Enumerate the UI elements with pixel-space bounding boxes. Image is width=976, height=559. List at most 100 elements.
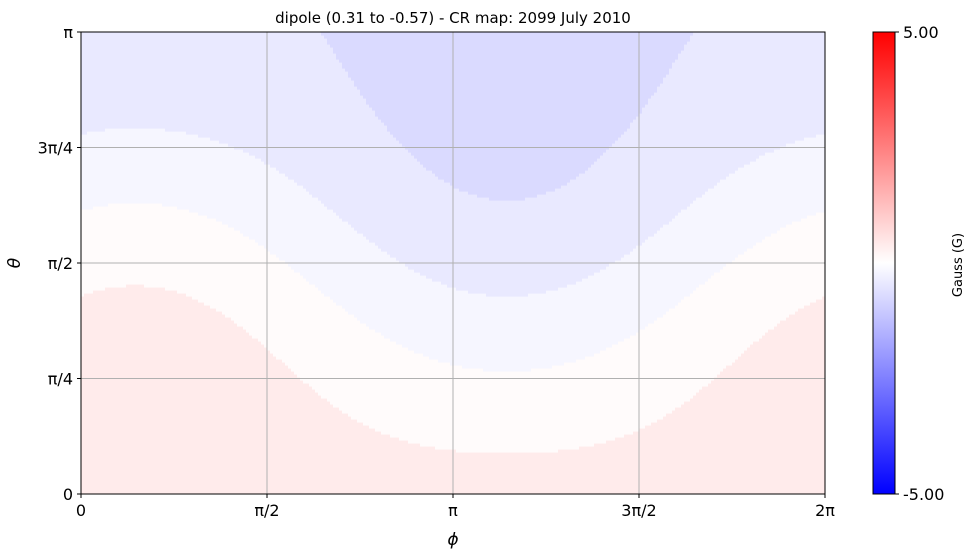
contour-band-cell — [804, 305, 808, 494]
contour-band-cell — [669, 32, 673, 69]
contour-band-cell — [405, 266, 409, 348]
contour-band-cell — [330, 209, 334, 300]
contour-band-cell — [798, 32, 802, 141]
contour-band-cell — [399, 263, 403, 345]
contour-band-cell — [225, 224, 229, 318]
contour-band-cell — [606, 347, 610, 441]
contour-band-cell — [738, 356, 742, 494]
contour-band-cell — [597, 32, 601, 159]
contour-band-cell — [714, 272, 718, 378]
contour-band-cell — [345, 413, 349, 494]
contour-band-cell — [585, 170, 589, 279]
contour-band-cell — [141, 284, 145, 494]
contour-band-cell — [360, 233, 364, 324]
contour-band-cell — [528, 197, 532, 294]
contour-band-cell — [231, 32, 235, 147]
contour-band-cell — [645, 104, 649, 240]
contour-band-cell — [528, 371, 532, 453]
contour-band-cell — [534, 452, 538, 494]
contour-band-cell — [561, 287, 565, 366]
contour-band-cell — [471, 194, 475, 294]
contour-band-cell — [234, 149, 238, 231]
contour-band-cell — [276, 257, 280, 360]
contour-band-cell — [540, 368, 544, 453]
contour-band-cell — [285, 176, 289, 264]
contour-band-cell — [576, 281, 580, 360]
contour-band-cell — [486, 452, 490, 494]
contour-band-cell — [495, 32, 499, 201]
contour-band-cell — [231, 320, 235, 494]
contour-band-cell — [690, 32, 694, 36]
contour-band-cell — [690, 35, 694, 204]
contour-band-cell — [390, 32, 394, 135]
contour-band-cell — [447, 449, 451, 494]
contour-band-cell — [735, 257, 739, 360]
contour-band-cell — [579, 359, 583, 447]
contour-band-cell — [654, 233, 658, 321]
contour-band-cell — [672, 62, 676, 219]
contour-band-cell — [804, 32, 808, 138]
contour-band-cell — [192, 134, 196, 213]
contour-band-cell — [336, 59, 340, 216]
contour-band-cell — [333, 53, 337, 213]
contour-band-cell — [756, 341, 760, 494]
contour-band-cell — [483, 32, 487, 198]
contour-band-cell — [237, 32, 241, 150]
contour-band-cell — [432, 446, 436, 494]
contour-band-cell — [123, 128, 127, 204]
contour-band-cell — [684, 44, 688, 210]
contour-band-cell — [168, 131, 172, 207]
contour-band-cell — [285, 365, 289, 494]
contour-band-cell — [777, 32, 781, 150]
contour-band-cell — [438, 179, 442, 282]
contour-band-cell — [648, 32, 652, 99]
contour-band-cell — [366, 425, 370, 494]
contour-band-cell — [819, 32, 823, 135]
contour-band-cell — [690, 203, 694, 294]
contour-band-cell — [645, 32, 649, 105]
contour-band-cell — [354, 86, 358, 231]
contour-band-cell — [315, 287, 319, 393]
contour-band-cell — [615, 437, 619, 494]
contour-band-cell — [453, 188, 457, 288]
contour-band-cell — [381, 434, 385, 494]
contour-band-cell — [93, 290, 97, 494]
contour-band-cell — [771, 233, 775, 330]
contour-band-cell — [312, 284, 316, 390]
contour-band-cell — [495, 200, 499, 297]
contour-band-cell — [600, 269, 604, 351]
contour-band-cell — [84, 209, 88, 294]
contour-band-cell — [657, 32, 661, 87]
contour-band-cell — [111, 32, 115, 129]
contour-band-cell — [447, 32, 451, 183]
contour-band-cell — [687, 401, 691, 494]
contour-band-cell — [327, 296, 331, 402]
contour-band-cell — [189, 32, 193, 135]
contour-band-cell — [615, 344, 619, 438]
contour-band-cell — [453, 32, 457, 189]
contour-band-cell — [201, 137, 205, 216]
contour-band-cell — [720, 269, 724, 372]
contour-band-cell — [786, 317, 790, 494]
contour-band-cell — [807, 305, 811, 494]
contour-band-cell — [525, 371, 529, 453]
contour-band-cell — [531, 197, 535, 294]
contour-band-cell — [285, 263, 289, 366]
contour-band-cell — [654, 92, 658, 234]
contour-band-cell — [639, 113, 643, 246]
contour-band-cell — [180, 293, 184, 494]
contour-band-cell — [576, 359, 580, 450]
contour-band-cell — [318, 200, 322, 291]
contour-band-cell — [192, 299, 196, 494]
contour-band-cell — [813, 215, 817, 303]
contour-band-cell — [144, 203, 148, 288]
contour-band-cell — [249, 335, 253, 494]
contour-band-cell — [681, 209, 685, 300]
y-tick-label: 0 — [63, 485, 73, 504]
contour-band-cell — [543, 452, 547, 494]
contour-band-cell — [222, 314, 226, 494]
contour-band-cell — [384, 125, 388, 252]
contour-band-cell — [189, 134, 193, 213]
contour-band-cell — [582, 359, 586, 447]
contour-band-cell — [774, 149, 778, 234]
